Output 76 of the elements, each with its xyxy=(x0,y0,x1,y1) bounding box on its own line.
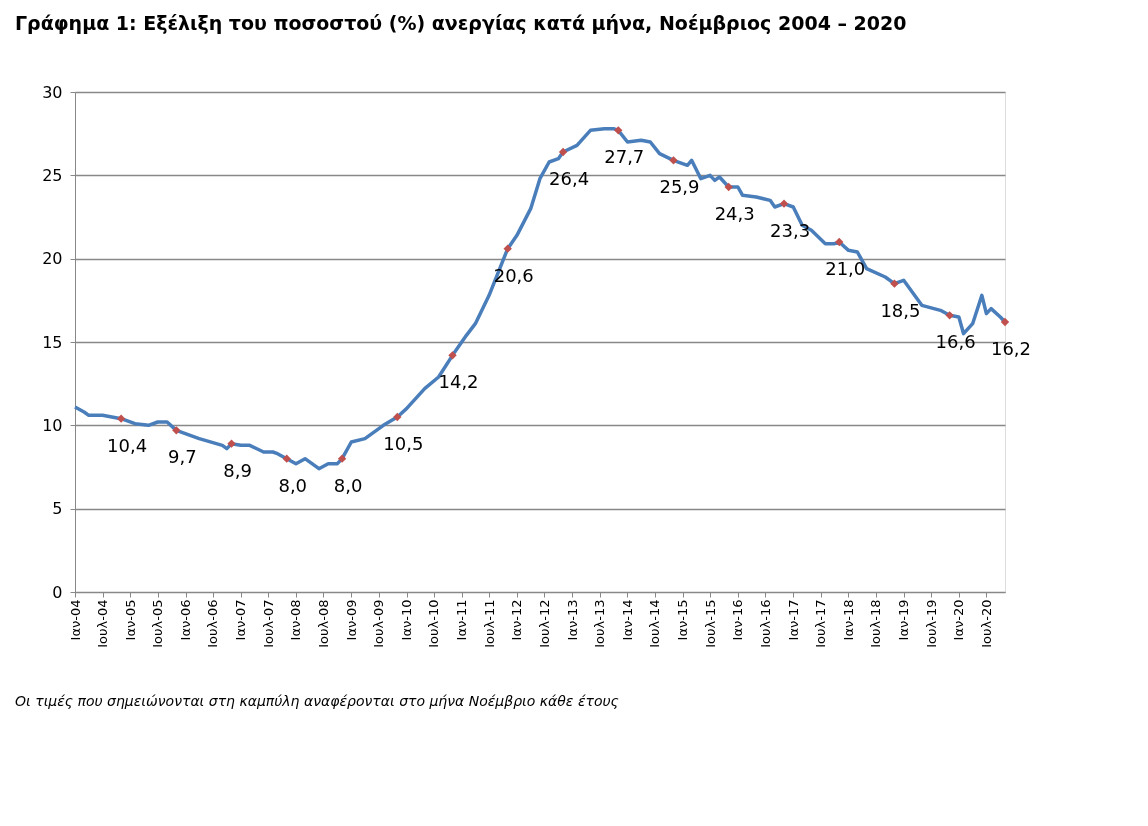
y-tick-label: 25 xyxy=(42,165,63,185)
x-tick-label: Ιαν-15 xyxy=(675,599,691,641)
data-label: 10,5 xyxy=(383,433,424,454)
x-tick-label: Ιαν-13 xyxy=(564,599,580,641)
point xyxy=(614,126,623,135)
x-tick-label: Ιουλ-06 xyxy=(205,599,221,648)
data-label: 10,4 xyxy=(107,434,148,456)
data-label: 8,0 xyxy=(333,474,363,496)
x-tick-label: Ιουλ-08 xyxy=(315,599,331,648)
data-label: 26,4 xyxy=(549,168,590,189)
x-tick-label: Ιουλ-13 xyxy=(592,599,608,648)
x-tick-label: Ιουλ-04 xyxy=(95,599,111,648)
point xyxy=(669,156,678,165)
point xyxy=(558,147,568,157)
data-label: 16,6 xyxy=(935,331,976,353)
data-label: 9,7 xyxy=(168,446,197,468)
point xyxy=(337,454,347,463)
x-tick-label: Ιαν-14 xyxy=(619,599,635,641)
data-label: 8,0 xyxy=(278,474,308,496)
x-tick-label: Ιουλ-11 xyxy=(481,599,497,648)
point xyxy=(227,439,236,448)
point xyxy=(945,311,954,320)
x-tick-label: Ιουλ-12 xyxy=(536,599,552,648)
point xyxy=(116,414,126,423)
point xyxy=(172,426,181,435)
y-tick-label: 30 xyxy=(42,82,63,102)
x-tick-label: Ιαν-11 xyxy=(454,599,470,641)
point xyxy=(779,199,789,208)
x-tick-label: Ιαν-04 xyxy=(67,599,83,641)
x-tick-label: Ιαν-12 xyxy=(509,599,525,641)
x-tick-label: Ιαν-18 xyxy=(840,599,856,641)
data-label: 23,3 xyxy=(769,219,811,241)
x-tick-label: Ιαν-05 xyxy=(122,599,138,641)
data-label: 8,9 xyxy=(223,459,252,481)
x-tick-label: Ιαν-06 xyxy=(178,599,194,641)
y-tick-label: 5 xyxy=(52,499,63,519)
chart-title: Γράφημα 1: Εξέλιξη του ποσοστού (%) ανεργίας κατά μήνα, Νοέμβριος 2004 – 2020 xyxy=(15,12,907,34)
y-tick-label: 0 xyxy=(52,582,63,602)
text: Οι τιμές που σημειώνονται στη καμπύλη αναφέρονται στο μήνα Νοέμβριο κάθε έτους xyxy=(15,693,619,709)
x-tick-label: Ιουλ-16 xyxy=(757,599,773,648)
data-label: 21,0 xyxy=(825,258,866,279)
x-tick-label: Ιαν-16 xyxy=(730,599,746,641)
x-tick-label: Ιουλ-05 xyxy=(150,599,166,648)
point xyxy=(503,244,512,253)
data-label: 27,7 xyxy=(604,146,645,168)
x-tick-label: Ιαν-10 xyxy=(399,599,415,641)
point xyxy=(393,412,402,422)
x-tick-label: Ιουλ-19 xyxy=(923,599,939,648)
point xyxy=(724,182,733,192)
point xyxy=(1000,317,1010,327)
point xyxy=(282,454,291,463)
x-tick-label: Ιουλ-10 xyxy=(426,599,442,648)
y-tick-label: 20 xyxy=(42,249,63,269)
x-tick-label: Ιαν-17 xyxy=(785,599,801,641)
x-tick-label: Ιουλ-17 xyxy=(813,599,829,648)
data-label: 16,2 xyxy=(990,338,1032,359)
x-tick-label: Ιαν-19 xyxy=(896,599,912,641)
point xyxy=(890,279,899,288)
x-tick-label: Ιουλ-18 xyxy=(868,599,884,648)
x-tick-label: Ιαν-08 xyxy=(288,599,304,641)
x-tick-label: Ιουλ-14 xyxy=(647,599,663,648)
data-label: 24,3 xyxy=(714,203,755,224)
data-label: 14,2 xyxy=(438,371,479,393)
y-tick-label: 10 xyxy=(42,415,63,435)
x-tick-label: Ιαν-09 xyxy=(343,599,359,641)
x-tick-label: Ιουλ-15 xyxy=(702,599,718,648)
x-tick-label: Ιουλ-20 xyxy=(978,599,994,648)
x-tick-label: Ιαν-07 xyxy=(233,599,249,641)
x-tick-label: Ιουλ-09 xyxy=(371,599,387,648)
x-tick-label: Ιουλ-07 xyxy=(260,599,276,648)
y-tick-label: 15 xyxy=(42,332,63,352)
point xyxy=(448,351,457,360)
x-tick-label: Ιαν-20 xyxy=(951,599,967,641)
data-label: 25,9 xyxy=(659,176,700,198)
point xyxy=(835,237,844,247)
data-label: 18,5 xyxy=(880,299,921,321)
